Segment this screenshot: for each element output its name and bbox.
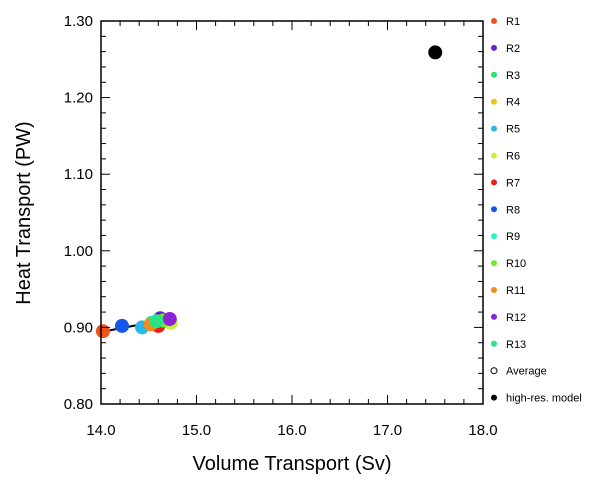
y-tick-label: 1.10 bbox=[64, 166, 93, 183]
legend-label: R3 bbox=[506, 70, 520, 82]
legend-label: R1 bbox=[506, 16, 520, 28]
x-tick-label: 15.0 bbox=[182, 422, 211, 439]
legend-marker bbox=[491, 98, 497, 105]
legend-marker bbox=[491, 71, 497, 78]
legend-marker bbox=[491, 206, 497, 213]
legend-marker bbox=[491, 260, 497, 267]
legend-marker bbox=[491, 125, 497, 132]
legend-marker bbox=[491, 313, 497, 320]
y-tick-label: 0.90 bbox=[64, 319, 93, 336]
legend-label: R13 bbox=[506, 339, 526, 351]
plot-frame bbox=[100, 20, 484, 405]
legend-label: R2 bbox=[506, 43, 520, 55]
legend-marker bbox=[490, 367, 498, 375]
data-point-r13 bbox=[149, 314, 164, 329]
y-tick-label: 1.30 bbox=[64, 13, 93, 30]
legend-label: R6 bbox=[506, 151, 520, 163]
data-point-r1 bbox=[95, 324, 110, 339]
legend-label: R9 bbox=[506, 231, 520, 243]
legend-label: R4 bbox=[506, 97, 520, 109]
x-tick-label: 17.0 bbox=[373, 422, 402, 439]
legend-marker bbox=[491, 233, 497, 240]
y-axis-label: Heat Transport (PW) bbox=[13, 121, 35, 304]
legend-label: R7 bbox=[506, 177, 520, 189]
x-axis-label: Volume Transport (Sv) bbox=[193, 453, 392, 475]
legend-marker bbox=[491, 18, 497, 24]
y-tick-label: 1.00 bbox=[64, 243, 93, 260]
legend-marker bbox=[491, 44, 497, 51]
legend-marker bbox=[491, 287, 497, 293]
legend-marker bbox=[491, 152, 497, 159]
data-point-r12 bbox=[162, 311, 177, 326]
y-tick-label: 1.20 bbox=[64, 90, 93, 107]
legend: R1 R2 R3 R4 R5 R6 R7 R8 R9 R10 R11 R12 R13 Average hig… bbox=[490, 16, 582, 405]
legend-label: R8 bbox=[506, 204, 520, 216]
axes-layer bbox=[100, 20, 484, 405]
legend-marker bbox=[491, 340, 497, 347]
legend-marker bbox=[491, 179, 497, 186]
x-tick-label: 18.0 bbox=[468, 422, 497, 439]
legend-label: R12 bbox=[506, 312, 526, 324]
points-layer bbox=[95, 45, 443, 339]
legend-label: R11 bbox=[506, 285, 525, 297]
data-point-high-res-model bbox=[428, 45, 443, 60]
legend-label: R10 bbox=[506, 258, 526, 270]
legend-label: high-res. model bbox=[506, 393, 582, 405]
data-point-r8 bbox=[115, 318, 130, 333]
x-tick-label: 16.0 bbox=[277, 422, 306, 439]
legend-label: R5 bbox=[506, 124, 520, 136]
x-tick-label: 14.0 bbox=[86, 422, 115, 439]
legend-marker bbox=[491, 394, 497, 401]
ticks-layer: 14.0 15.0 16.0 17.0 18.0 0.80 0.90 1.00 1.10 1.20… bbox=[64, 13, 498, 439]
legend-label: Average bbox=[506, 366, 547, 378]
y-tick-label: 0.80 bbox=[64, 396, 93, 413]
